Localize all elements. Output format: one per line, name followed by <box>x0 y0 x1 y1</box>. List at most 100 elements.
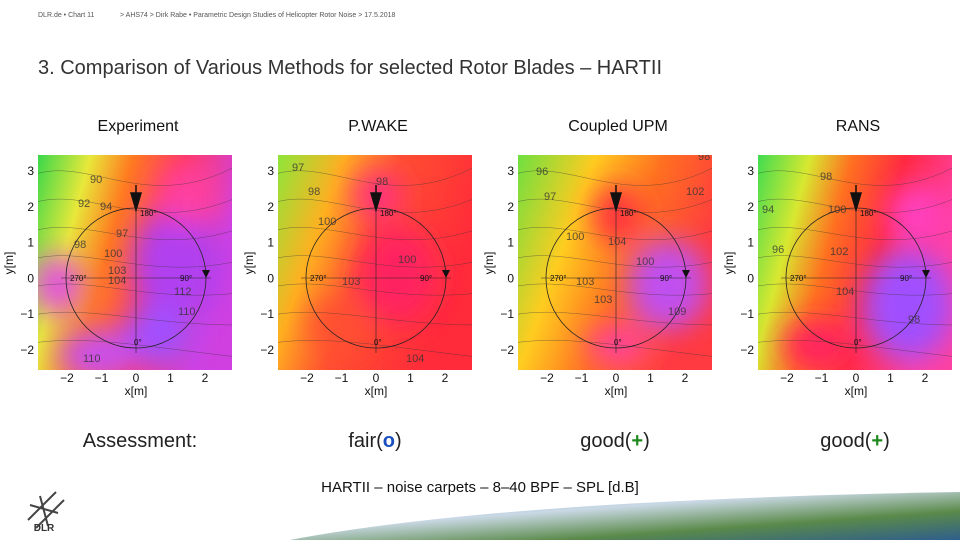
flight-arrow <box>129 185 143 213</box>
contour-line <box>758 227 952 240</box>
x-axis-label: x[m] <box>845 384 868 398</box>
x-tick-label: 2 <box>442 371 449 385</box>
y-tick-label: 0 <box>267 271 274 285</box>
earth-strip <box>290 492 960 540</box>
contour-line <box>518 227 712 240</box>
y-tick-label: −1 <box>260 307 274 321</box>
azimuth-label: 270° <box>790 274 807 283</box>
y-tick-label: 1 <box>267 236 274 250</box>
contour-label: 98 <box>698 151 710 163</box>
contour-line <box>38 227 232 240</box>
logo-text: DLR <box>34 523 55 534</box>
rating-symbol: o <box>383 430 395 452</box>
contour-label: 92 <box>78 198 90 210</box>
y-tick-label: −2 <box>260 343 274 357</box>
x-tick-label: 1 <box>647 371 654 385</box>
azimuth-label: 180° <box>140 209 157 218</box>
azimuth-label: 270° <box>70 274 87 283</box>
x-tick-label: −2 <box>780 371 794 385</box>
y-tick-label: 2 <box>507 200 514 214</box>
contour-label: 100 <box>636 256 654 268</box>
caption: HARTII – noise carpets – 8–40 BPF – SPL … <box>321 479 639 496</box>
rating-symbol: + <box>871 430 883 452</box>
contour-label: 100 <box>828 204 846 216</box>
azimuth-label: 0° <box>374 338 382 347</box>
y-tick-label: 1 <box>747 236 754 250</box>
azimuth-label: 0° <box>134 338 142 347</box>
contour-label: 100 <box>566 231 584 243</box>
contour-line <box>278 198 472 213</box>
x-tick-label: 0 <box>613 371 620 385</box>
contour-line <box>758 311 952 326</box>
contour-label: 98 <box>308 186 320 198</box>
contour-label: 98 <box>908 314 920 326</box>
contour-line <box>518 255 712 268</box>
contour-label: 98 <box>820 171 832 183</box>
contour-line <box>38 167 232 186</box>
x-axis-label: x[m] <box>365 384 388 398</box>
y-tick-label: −2 <box>20 343 34 357</box>
contour-label: 109 <box>668 306 686 318</box>
contour-line <box>518 311 712 326</box>
contour-line <box>278 283 472 296</box>
y-tick-label: 3 <box>747 164 754 178</box>
rating: good(+) <box>820 430 890 452</box>
azimuth-label: 270° <box>550 274 567 283</box>
contour-line <box>38 255 232 268</box>
contour-line <box>758 198 952 213</box>
contour-line <box>518 283 712 296</box>
contour-label: 104 <box>406 353 424 365</box>
contour-label: 96 <box>536 166 548 178</box>
contour-label: 103 <box>576 276 594 288</box>
y-tick-label: 0 <box>27 271 34 285</box>
y-tick-label: 3 <box>507 164 514 178</box>
y-tick-label: 0 <box>747 271 754 285</box>
breadcrumb: DLR.de • Chart 11 <box>38 12 95 19</box>
y-axis-label: y[m] <box>242 252 256 275</box>
rating: good(+) <box>580 430 650 452</box>
x-axis-label: x[m] <box>125 384 148 398</box>
contour-label: 97 <box>292 162 304 174</box>
rating-close: ) <box>395 430 402 452</box>
azimuth-label: 0° <box>854 338 862 347</box>
contour-plot: 180° 90° 270° 0° 97 98 100 98 100 103 104 <box>278 155 472 370</box>
y-tick-label: 1 <box>27 236 34 250</box>
x-tick-label: 2 <box>682 371 689 385</box>
blobs <box>588 185 708 365</box>
y-axis-label: y[m] <box>482 252 496 275</box>
azimuth-label: 180° <box>620 209 637 218</box>
flight-arrow <box>369 185 383 213</box>
x-tick-label: 1 <box>407 371 414 385</box>
color-blob <box>123 305 193 365</box>
x-tick-label: 1 <box>167 371 174 385</box>
rating-word: good( <box>580 430 631 452</box>
x-tick-label: 2 <box>202 371 209 385</box>
x-tick-label: −1 <box>815 371 829 385</box>
x-axis-label: x[m] <box>605 384 628 398</box>
azimuth-label: 90° <box>420 274 432 283</box>
contour-label: 102 <box>686 186 704 198</box>
y-tick-label: −1 <box>740 307 754 321</box>
color-blob <box>158 165 218 225</box>
method-name: Coupled UPM <box>568 118 668 135</box>
contour-line <box>758 283 952 296</box>
y-tick-label: −1 <box>500 307 514 321</box>
advance-arrow <box>442 270 450 278</box>
contour-line <box>38 311 232 326</box>
contour-line <box>38 198 232 213</box>
contour-line <box>278 255 472 268</box>
x-tick-label: 0 <box>853 371 860 385</box>
rating-close: ) <box>643 430 650 452</box>
contour-label: 103 <box>342 276 360 288</box>
color-blob <box>38 255 83 315</box>
x-tick-label: −2 <box>60 371 74 385</box>
advance-arrow <box>202 270 210 278</box>
contour-line <box>758 340 952 357</box>
contour-label: 100 <box>318 216 336 228</box>
contour-label: 104 <box>608 236 626 248</box>
y-tick-label: 0 <box>507 271 514 285</box>
y-tick-label: 2 <box>267 200 274 214</box>
